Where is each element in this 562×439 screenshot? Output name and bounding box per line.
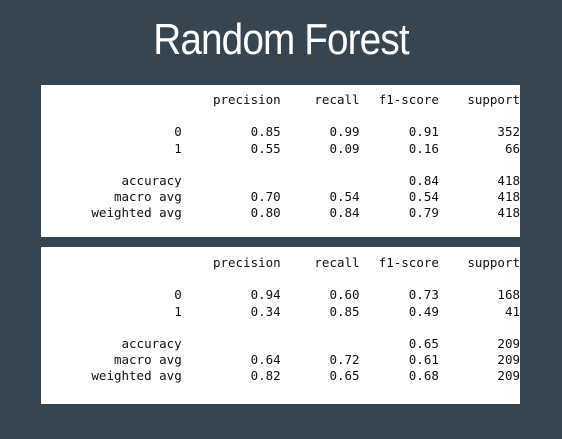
- header-support: support: [439, 255, 520, 271]
- precision-value: [182, 336, 281, 352]
- row-label: weighted avg: [53, 368, 182, 384]
- f1-score-value: 0.49: [360, 304, 439, 320]
- recall-value: 0.60: [281, 287, 360, 303]
- f1-score-value: 0.61: [360, 352, 439, 368]
- table-row: accuracy 0.65 209: [53, 336, 520, 352]
- support-value: 168: [439, 287, 520, 303]
- recall-value: 0.09: [281, 141, 360, 157]
- support-value: 352: [439, 124, 520, 140]
- table-row: 0 0.85 0.99 0.91 352: [53, 124, 520, 140]
- header-recall: recall: [281, 255, 360, 271]
- precision-value: [182, 173, 281, 189]
- f1-score-value: 0.91: [360, 124, 439, 140]
- recall-value: 0.54: [281, 189, 360, 205]
- report-table: precision recall f1-score support 0 0.85…: [53, 92, 520, 222]
- header-support: support: [439, 92, 520, 108]
- table-row: weighted avg 0.82 0.65 0.68 209: [53, 368, 520, 384]
- recall-value: [281, 336, 360, 352]
- spacer-row: [53, 108, 520, 124]
- precision-value: 0.85: [182, 124, 281, 140]
- f1-score-value: 0.73: [360, 287, 439, 303]
- row-label: macro avg: [53, 352, 182, 368]
- header-label: [53, 92, 182, 108]
- precision-value: 0.80: [182, 205, 281, 221]
- support-value: 418: [439, 173, 520, 189]
- table-row: weighted avg 0.80 0.84 0.79 418: [53, 205, 520, 221]
- support-value: 418: [439, 189, 520, 205]
- row-label: 1: [53, 141, 182, 157]
- support-value: 209: [439, 352, 520, 368]
- spacer-row: [53, 271, 520, 287]
- row-label: accuracy: [53, 336, 182, 352]
- precision-value: 0.55: [182, 141, 281, 157]
- precision-value: 0.94: [182, 287, 281, 303]
- row-label: 0: [53, 287, 182, 303]
- recall-value: 0.72: [281, 352, 360, 368]
- recall-value: 0.99: [281, 124, 360, 140]
- f1-score-value: 0.79: [360, 205, 439, 221]
- support-value: 418: [439, 205, 520, 221]
- f1-score-value: 0.54: [360, 189, 439, 205]
- support-value: 66: [439, 141, 520, 157]
- report-table: precision recall f1-score support 0 0.94…: [53, 255, 520, 385]
- row-label: 0: [53, 124, 182, 140]
- table-row: 1 0.55 0.09 0.16 66: [53, 141, 520, 157]
- row-label: accuracy: [53, 173, 182, 189]
- recall-value: 0.84: [281, 205, 360, 221]
- precision-value: 0.70: [182, 189, 281, 205]
- f1-score-value: 0.16: [360, 141, 439, 157]
- header-f1-score: f1-score: [360, 255, 439, 271]
- f1-score-value: 0.65: [360, 336, 439, 352]
- header-row: precision recall f1-score support: [53, 92, 520, 108]
- support-value: 41: [439, 304, 520, 320]
- classification-report-1: precision recall f1-score support 0 0.85…: [41, 85, 520, 237]
- support-value: 209: [439, 336, 520, 352]
- table-row: 1 0.34 0.85 0.49 41: [53, 304, 520, 320]
- header-recall: recall: [281, 92, 360, 108]
- spacer-row: [53, 157, 520, 173]
- table-row: macro avg 0.64 0.72 0.61 209: [53, 352, 520, 368]
- slide-title: Random Forest: [34, 10, 529, 70]
- support-value: 209: [439, 368, 520, 384]
- recall-value: 0.85: [281, 304, 360, 320]
- f1-score-value: 0.84: [360, 173, 439, 189]
- table-row: accuracy 0.84 418: [53, 173, 520, 189]
- recall-value: [281, 173, 360, 189]
- row-label: weighted avg: [53, 205, 182, 221]
- header-label: [53, 255, 182, 271]
- row-label: macro avg: [53, 189, 182, 205]
- precision-value: 0.64: [182, 352, 281, 368]
- recall-value: 0.65: [281, 368, 360, 384]
- f1-score-value: 0.68: [360, 368, 439, 384]
- row-label: 1: [53, 304, 182, 320]
- table-row: macro avg 0.70 0.54 0.54 418: [53, 189, 520, 205]
- header-precision: precision: [182, 92, 281, 108]
- header-precision: precision: [182, 255, 281, 271]
- classification-report-2: precision recall f1-score support 0 0.94…: [41, 247, 520, 404]
- precision-value: 0.34: [182, 304, 281, 320]
- spacer-row: [53, 320, 520, 336]
- header-row: precision recall f1-score support: [53, 255, 520, 271]
- precision-value: 0.82: [182, 368, 281, 384]
- table-row: 0 0.94 0.60 0.73 168: [53, 287, 520, 303]
- header-f1-score: f1-score: [360, 92, 439, 108]
